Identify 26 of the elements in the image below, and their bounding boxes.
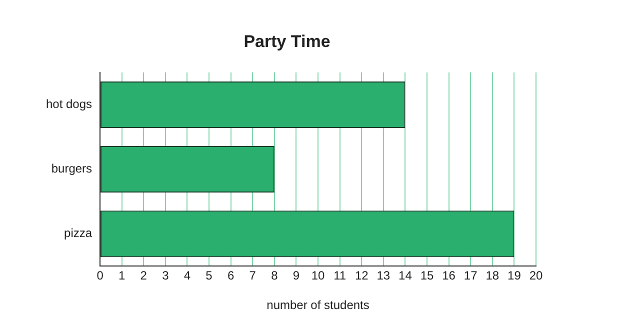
x-tick-label: 15 xyxy=(420,268,434,283)
x-tick-label: 4 xyxy=(184,268,191,283)
x-tick-label: 13 xyxy=(376,268,390,283)
x-tick-label: 7 xyxy=(249,268,256,283)
x-tick-label: 1 xyxy=(118,268,126,283)
x-tick-label: 2 xyxy=(140,268,148,283)
x-tick-label: 16 xyxy=(442,268,456,283)
x-axis-title: number of students xyxy=(266,298,370,312)
x-tick-label: 8 xyxy=(271,268,278,283)
x-tick-label: 3 xyxy=(162,268,170,283)
chart-title: Party Time xyxy=(244,32,330,51)
x-tick-label: 20 xyxy=(529,268,543,283)
x-tick-label: 18 xyxy=(486,268,500,283)
x-tick-label: 5 xyxy=(206,268,213,283)
x-tick-label: 11 xyxy=(334,268,346,283)
x-tick-label: 12 xyxy=(354,268,369,283)
x-tick-label: 9 xyxy=(292,268,300,283)
y-tick-label: pizza xyxy=(64,226,92,240)
y-tick-label: burgers xyxy=(51,162,92,176)
y-tick-label: hot dogs xyxy=(46,97,92,112)
x-tick-label: 14 xyxy=(398,268,412,283)
x-tick-label: 10 xyxy=(311,268,326,283)
x-tick-label: 0 xyxy=(96,268,104,283)
x-tick-label: 17 xyxy=(464,268,478,283)
x-tick-label: 6 xyxy=(227,268,234,283)
x-tick-label: 19 xyxy=(508,268,522,283)
